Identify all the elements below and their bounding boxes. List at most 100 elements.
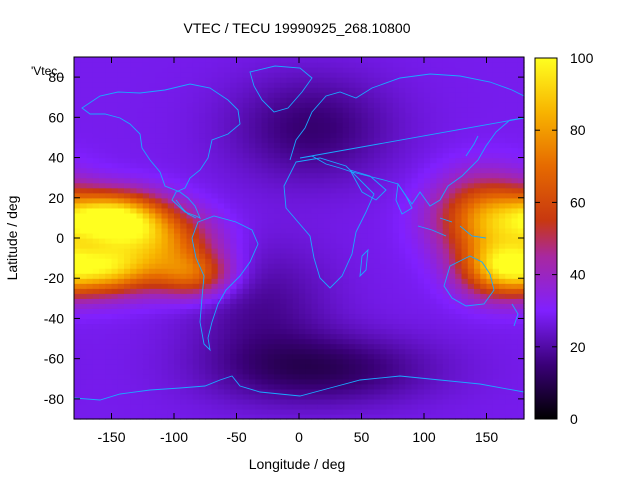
heatmap-cell [461, 112, 469, 118]
heatmap-cell [417, 353, 425, 360]
heatmap-cell [286, 157, 294, 164]
heatmap-cell [249, 383, 256, 390]
heatmap-cell [305, 323, 313, 330]
heatmap-cell [299, 348, 306, 355]
heatmap-cell [130, 388, 138, 395]
heatmap-cell [480, 268, 488, 274]
heatmap-cell [217, 192, 225, 199]
heatmap-cell [305, 137, 313, 144]
heatmap-cell [261, 87, 269, 93]
heatmap-cell [305, 398, 313, 405]
heatmap-cell [111, 248, 119, 254]
heatmap-cell [342, 77, 350, 83]
heatmap-cell [142, 77, 150, 83]
heatmap-cell [205, 97, 213, 103]
heatmap-cell [399, 97, 406, 103]
heatmap-cell [486, 368, 494, 375]
heatmap-cell [261, 132, 269, 139]
heatmap-cell [324, 172, 331, 179]
heatmap-cell [199, 298, 206, 304]
heatmap-cell [317, 328, 325, 335]
heatmap-cell [474, 268, 481, 274]
heatmap-cell [174, 263, 181, 269]
heatmap-cell [236, 117, 244, 123]
heatmap-cell [299, 192, 306, 199]
heatmap-cell [192, 102, 200, 108]
heatmap-cell [361, 323, 369, 330]
heatmap-cell [105, 268, 113, 274]
heatmap-cell [74, 313, 81, 320]
heatmap-cell [261, 408, 269, 415]
heatmap-cell [180, 253, 188, 259]
heatmap-cell [336, 283, 344, 289]
heatmap-cell [442, 207, 450, 214]
heatmap-cell [292, 182, 300, 189]
heatmap-cell [236, 248, 244, 254]
heatmap-cell [217, 97, 225, 103]
heatmap-cell [336, 127, 344, 134]
heatmap-cell [355, 152, 363, 159]
heatmap-cell [261, 388, 269, 395]
heatmap-cell [499, 112, 506, 118]
heatmap-cell [155, 117, 163, 123]
heatmap-cell [99, 278, 106, 284]
heatmap-cell [292, 107, 300, 113]
heatmap-cell [374, 408, 381, 415]
heatmap-cell [455, 413, 463, 420]
heatmap-cell [211, 187, 219, 194]
heatmap-cell [330, 182, 338, 189]
heatmap-cell [136, 172, 144, 179]
heatmap-cell [167, 248, 175, 254]
heatmap-cell [130, 383, 138, 390]
heatmap-cell [442, 197, 450, 204]
heatmap-cell [149, 162, 156, 169]
heatmap-cell [80, 278, 88, 284]
heatmap-cell [186, 177, 194, 184]
heatmap-cell [430, 222, 438, 229]
heatmap-cell [186, 152, 194, 159]
heatmap-cell [155, 187, 163, 194]
heatmap-cell [211, 303, 219, 309]
heatmap-cell [261, 293, 269, 299]
heatmap-cell [386, 67, 394, 73]
heatmap-cell [492, 132, 500, 139]
heatmap-cell [186, 212, 194, 219]
heatmap-cell [467, 97, 475, 103]
heatmap-cell [261, 278, 269, 284]
heatmap-cell [349, 222, 356, 229]
heatmap-cell [261, 182, 269, 189]
heatmap-cell [161, 202, 169, 209]
heatmap-cell [224, 413, 231, 420]
heatmap-cell [280, 182, 288, 189]
heatmap-cell [330, 343, 338, 350]
heatmap-cell [186, 333, 194, 340]
heatmap-cell [499, 182, 506, 189]
heatmap-cell [205, 298, 213, 304]
heatmap-cell [367, 172, 375, 179]
heatmap-cell [286, 227, 294, 234]
heatmap-cell [461, 177, 469, 184]
heatmap-cell [411, 202, 419, 209]
heatmap-cell [136, 167, 144, 174]
heatmap-cell [149, 323, 156, 330]
heatmap-cell [186, 192, 194, 199]
heatmap-cell [449, 363, 456, 370]
heatmap-cell [436, 248, 444, 254]
heatmap-cell [86, 408, 94, 415]
heatmap-cell [230, 57, 238, 63]
heatmap-cell [192, 107, 200, 113]
heatmap-cell [286, 117, 294, 123]
heatmap-cell [336, 348, 344, 355]
heatmap-cell [267, 363, 275, 370]
heatmap-cell [86, 57, 94, 63]
heatmap-cell [217, 318, 225, 325]
heatmap-cell [217, 243, 225, 249]
heatmap-cell [349, 57, 356, 63]
heatmap-cell [361, 243, 369, 249]
heatmap-cell [399, 333, 406, 340]
heatmap-cell [130, 363, 138, 370]
heatmap-cell [380, 162, 388, 169]
heatmap-cell [336, 383, 344, 390]
heatmap-cell [299, 137, 306, 144]
heatmap-cell [211, 248, 219, 254]
